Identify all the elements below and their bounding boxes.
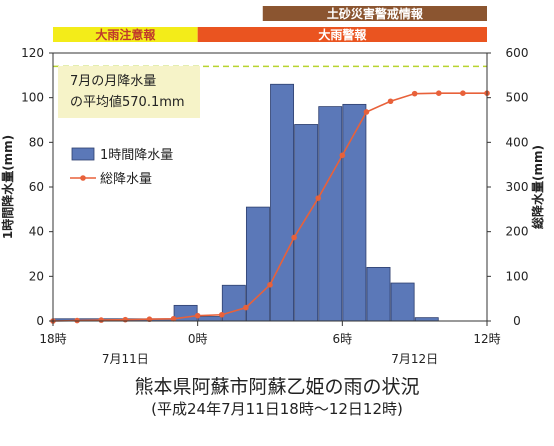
status-band-label-1: 大雨警報 [318, 27, 367, 42]
reference-label-line-1: の平均値570.1mm [70, 94, 185, 110]
cumulative-point-6 [194, 312, 201, 319]
legend-bar-swatch [71, 147, 95, 161]
status-band-label-2: 土砂災害警戒情報 [327, 6, 424, 21]
legend-line-label: 総降水量 [100, 172, 152, 187]
left-tick-label-6: 120 [21, 46, 44, 60]
status-band-2 [262, 6, 487, 21]
right-axis-label: 総降水量(mm) [530, 145, 545, 229]
bar-13 [366, 266, 391, 322]
x-tick-label-0: 18時 [39, 332, 66, 346]
date-label-0: 7月11日 [102, 352, 149, 366]
cumulative-point-2 [98, 317, 105, 323]
left-tick-label-5: 100 [21, 91, 44, 105]
right-tick-label-3: 300 [506, 180, 529, 194]
bar-11 [318, 106, 343, 322]
cumulative-point-8 [243, 304, 249, 311]
cumulative-point-9 [267, 282, 273, 288]
cumulative-point-11 [315, 195, 322, 201]
right-tick-label-1: 100 [506, 269, 529, 283]
date-label-1: 7月12日 [391, 352, 438, 366]
bar-9 [270, 83, 295, 322]
cumulative-point-13 [363, 109, 370, 115]
bar-14 [390, 282, 415, 322]
left-tick-label-4: 80 [29, 135, 44, 149]
chart-title: 熊本県阿蘇市阿蘇乙姫の雨の状況 [134, 376, 420, 398]
bar-6 [197, 316, 222, 322]
right-tick-label-5: 500 [506, 91, 529, 105]
bar-15 [414, 317, 439, 322]
cumulative-point-16 [435, 90, 442, 96]
status-band-0 [53, 27, 198, 42]
reference-label-line-0: 7月の月降水量 [70, 74, 156, 89]
left-tick-label-0: 0 [36, 314, 44, 328]
right-tick-label-0: 0 [513, 314, 521, 328]
cumulative-point-14 [387, 98, 394, 105]
legend-line-marker [80, 175, 86, 181]
reference-label-box [58, 66, 200, 118]
legend-bar-label: 1時間降水量 [100, 148, 173, 163]
left-tick-label-3: 60 [29, 180, 44, 194]
right-tick-label-4: 400 [506, 135, 529, 149]
left-tick-label-2: 40 [29, 225, 44, 239]
cumulative-point-3 [122, 316, 129, 323]
left-tick-label-1: 20 [29, 269, 44, 283]
cumulative-point-10 [291, 234, 297, 241]
cumulative-point-15 [411, 90, 418, 97]
x-tick-label-3: 12時 [473, 332, 500, 346]
cumulative-point-17 [460, 90, 466, 96]
cumulative-point-7 [218, 311, 225, 318]
right-tick-label-6: 600 [506, 46, 529, 60]
status-band-1 [197, 27, 487, 42]
bar-10 [294, 124, 319, 322]
cumulative-point-12 [339, 152, 346, 159]
bar-12 [342, 103, 367, 322]
right-tick-label-2: 200 [506, 225, 529, 239]
x-tick-label-1: 0時 [188, 332, 208, 346]
x-tick-label-2: 6時 [333, 332, 353, 346]
bar-7 [221, 284, 246, 322]
cumulative-point-5 [170, 315, 177, 322]
left-axis-label: 1時間降水量(mm) [0, 135, 15, 239]
chart-subtitle: (平成24年7月11日18時〜12日12時) [151, 400, 403, 418]
status-band-label-0: 大雨注意報 [95, 27, 156, 42]
